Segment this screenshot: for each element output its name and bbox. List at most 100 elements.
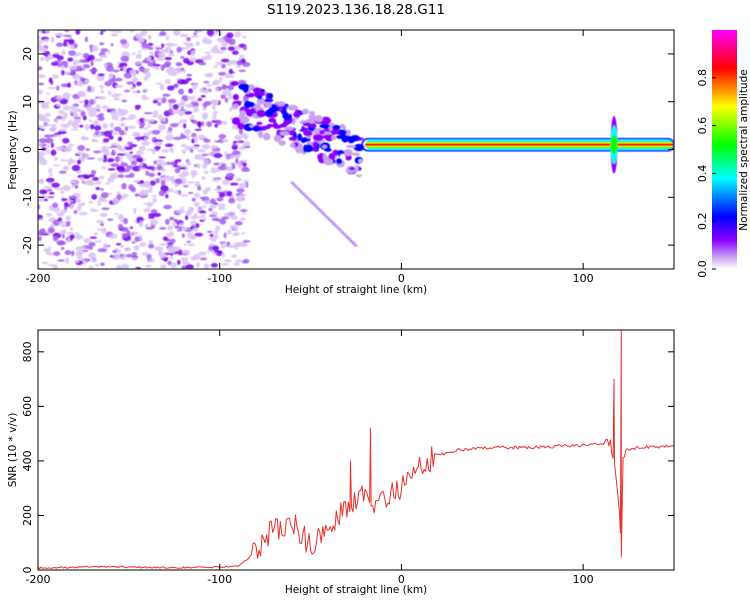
spectrogram-cell [242, 240, 251, 243]
spectrogram-cell [81, 249, 89, 252]
spectrogram-cell [141, 96, 150, 101]
spectrogram-cell [182, 261, 190, 265]
spectrogram-cell [88, 242, 96, 247]
spectrogram-x-tick-label: -100 [207, 272, 232, 285]
spectrogram-cell [216, 197, 224, 202]
spectrogram-cell [231, 150, 241, 156]
spectrogram-cell [129, 69, 137, 76]
spectrogram-cell [48, 217, 55, 223]
spectrogram-cell [122, 254, 126, 260]
spectrogram-cell [117, 108, 122, 112]
spectrogram-cell [186, 232, 195, 239]
spectrogram-cell [141, 88, 149, 92]
spectrogram-cell [334, 224, 338, 228]
spectrogram-cell [234, 221, 243, 226]
spectrogram-cell [351, 152, 361, 156]
spectrogram-cell [123, 217, 129, 225]
spectrogram-cell [113, 126, 122, 132]
spectrogram-cell [176, 229, 182, 232]
spectrogram-cell [290, 181, 295, 185]
spectrogram-cell [147, 204, 153, 208]
spectrogram-cell [219, 241, 227, 244]
spectrogram-cell [56, 211, 65, 217]
spectrogram-cell [216, 37, 225, 43]
spectrogram-cell [77, 144, 86, 152]
spectrogram-cell [88, 111, 97, 117]
spectrogram-cell [130, 160, 137, 166]
spectrogram-x-label: Height of straight line (km) [285, 284, 427, 296]
spectrogram-cell [202, 107, 207, 111]
spectrogram-cell [121, 226, 129, 232]
spectrogram-cell [236, 60, 243, 66]
spectrogram-cell [38, 151, 46, 156]
spectrogram-cell [91, 45, 99, 52]
spectrogram-cell [113, 253, 120, 259]
spectrogram-cell [73, 59, 82, 64]
spectrogram-cell [50, 36, 55, 43]
spectrogram-cell [148, 215, 155, 219]
spectrogram-cell [152, 197, 157, 204]
spectrogram-cell [203, 263, 210, 269]
spectrogram-cell [227, 84, 234, 91]
spectrogram-cell [125, 117, 133, 121]
spectrogram-cell [157, 250, 163, 257]
spectrogram-cell [120, 263, 130, 269]
spectrogram-cell [43, 186, 53, 189]
spectrogram-cell [346, 144, 356, 149]
spectrogram-cell [116, 264, 123, 269]
spectrogram-cell [312, 141, 319, 148]
spectrogram-cell [51, 74, 60, 79]
snr-x-tick-label: -200 [26, 573, 51, 586]
spectrogram-cell [193, 32, 198, 36]
spectrogram-cell [77, 203, 85, 207]
colorbar-tick-label: 0.0 [696, 260, 709, 278]
spectrogram-y-tick-label: 10 [21, 95, 34, 109]
spectrogram-cell [114, 84, 124, 88]
spectrogram-cell [94, 125, 102, 131]
spectrogram-cell [192, 83, 198, 90]
spectrogram-cell [204, 101, 212, 106]
spectrogram-cell [133, 134, 139, 137]
spectrogram-cell [53, 251, 61, 257]
spectrogram-cell [55, 119, 59, 124]
spectrogram-cell [331, 131, 336, 136]
spectrogram-cell [74, 108, 82, 111]
spectrogram-cell [188, 88, 194, 94]
spectrogram-cell [95, 114, 103, 118]
spectrogram-cell [191, 138, 195, 144]
spectrogram-y-tick-label: 20 [21, 47, 34, 61]
spectrogram-cell [288, 136, 298, 141]
spectrogram-cell [239, 209, 248, 212]
spectrogram-cell [155, 66, 160, 71]
spectrogram-cell [165, 134, 175, 141]
spectrogram-cell [78, 100, 84, 104]
spectrogram-cell [242, 166, 249, 170]
spectrogram-cell [155, 178, 160, 184]
spectrogram-cell [242, 260, 249, 264]
spectrogram-cell [151, 129, 161, 135]
colorbar-tick-label: 0.6 [696, 117, 709, 135]
spectrogram-cell [110, 33, 119, 37]
spectrogram-cell [101, 145, 108, 153]
spectrogram-cell [159, 243, 167, 246]
spectrogram-cell [231, 144, 238, 151]
spectrogram-cell [110, 163, 120, 168]
spectrogram-cell [226, 229, 232, 235]
spectrogram-cell [155, 58, 165, 61]
spectrogram-cell [67, 57, 74, 62]
snr-x-ticks: -200 -100 0 100 [26, 330, 594, 586]
snr-x-tick-label: -100 [207, 573, 232, 586]
spectrogram-cell [211, 117, 217, 120]
spectrogram-cell [302, 122, 312, 127]
spectrogram-cell [139, 121, 146, 128]
spectrogram-cell [221, 163, 227, 166]
snr-y-tick-label: 0 [21, 567, 34, 574]
spectrogram-cell [213, 250, 223, 253]
spectrogram-cell [198, 61, 207, 66]
spectrogram-cell [139, 242, 147, 247]
spectrogram-cell [238, 116, 250, 124]
spectrogram-cell [163, 257, 168, 262]
spectrogram-cell [206, 84, 212, 87]
spectrogram-cell [167, 249, 177, 254]
